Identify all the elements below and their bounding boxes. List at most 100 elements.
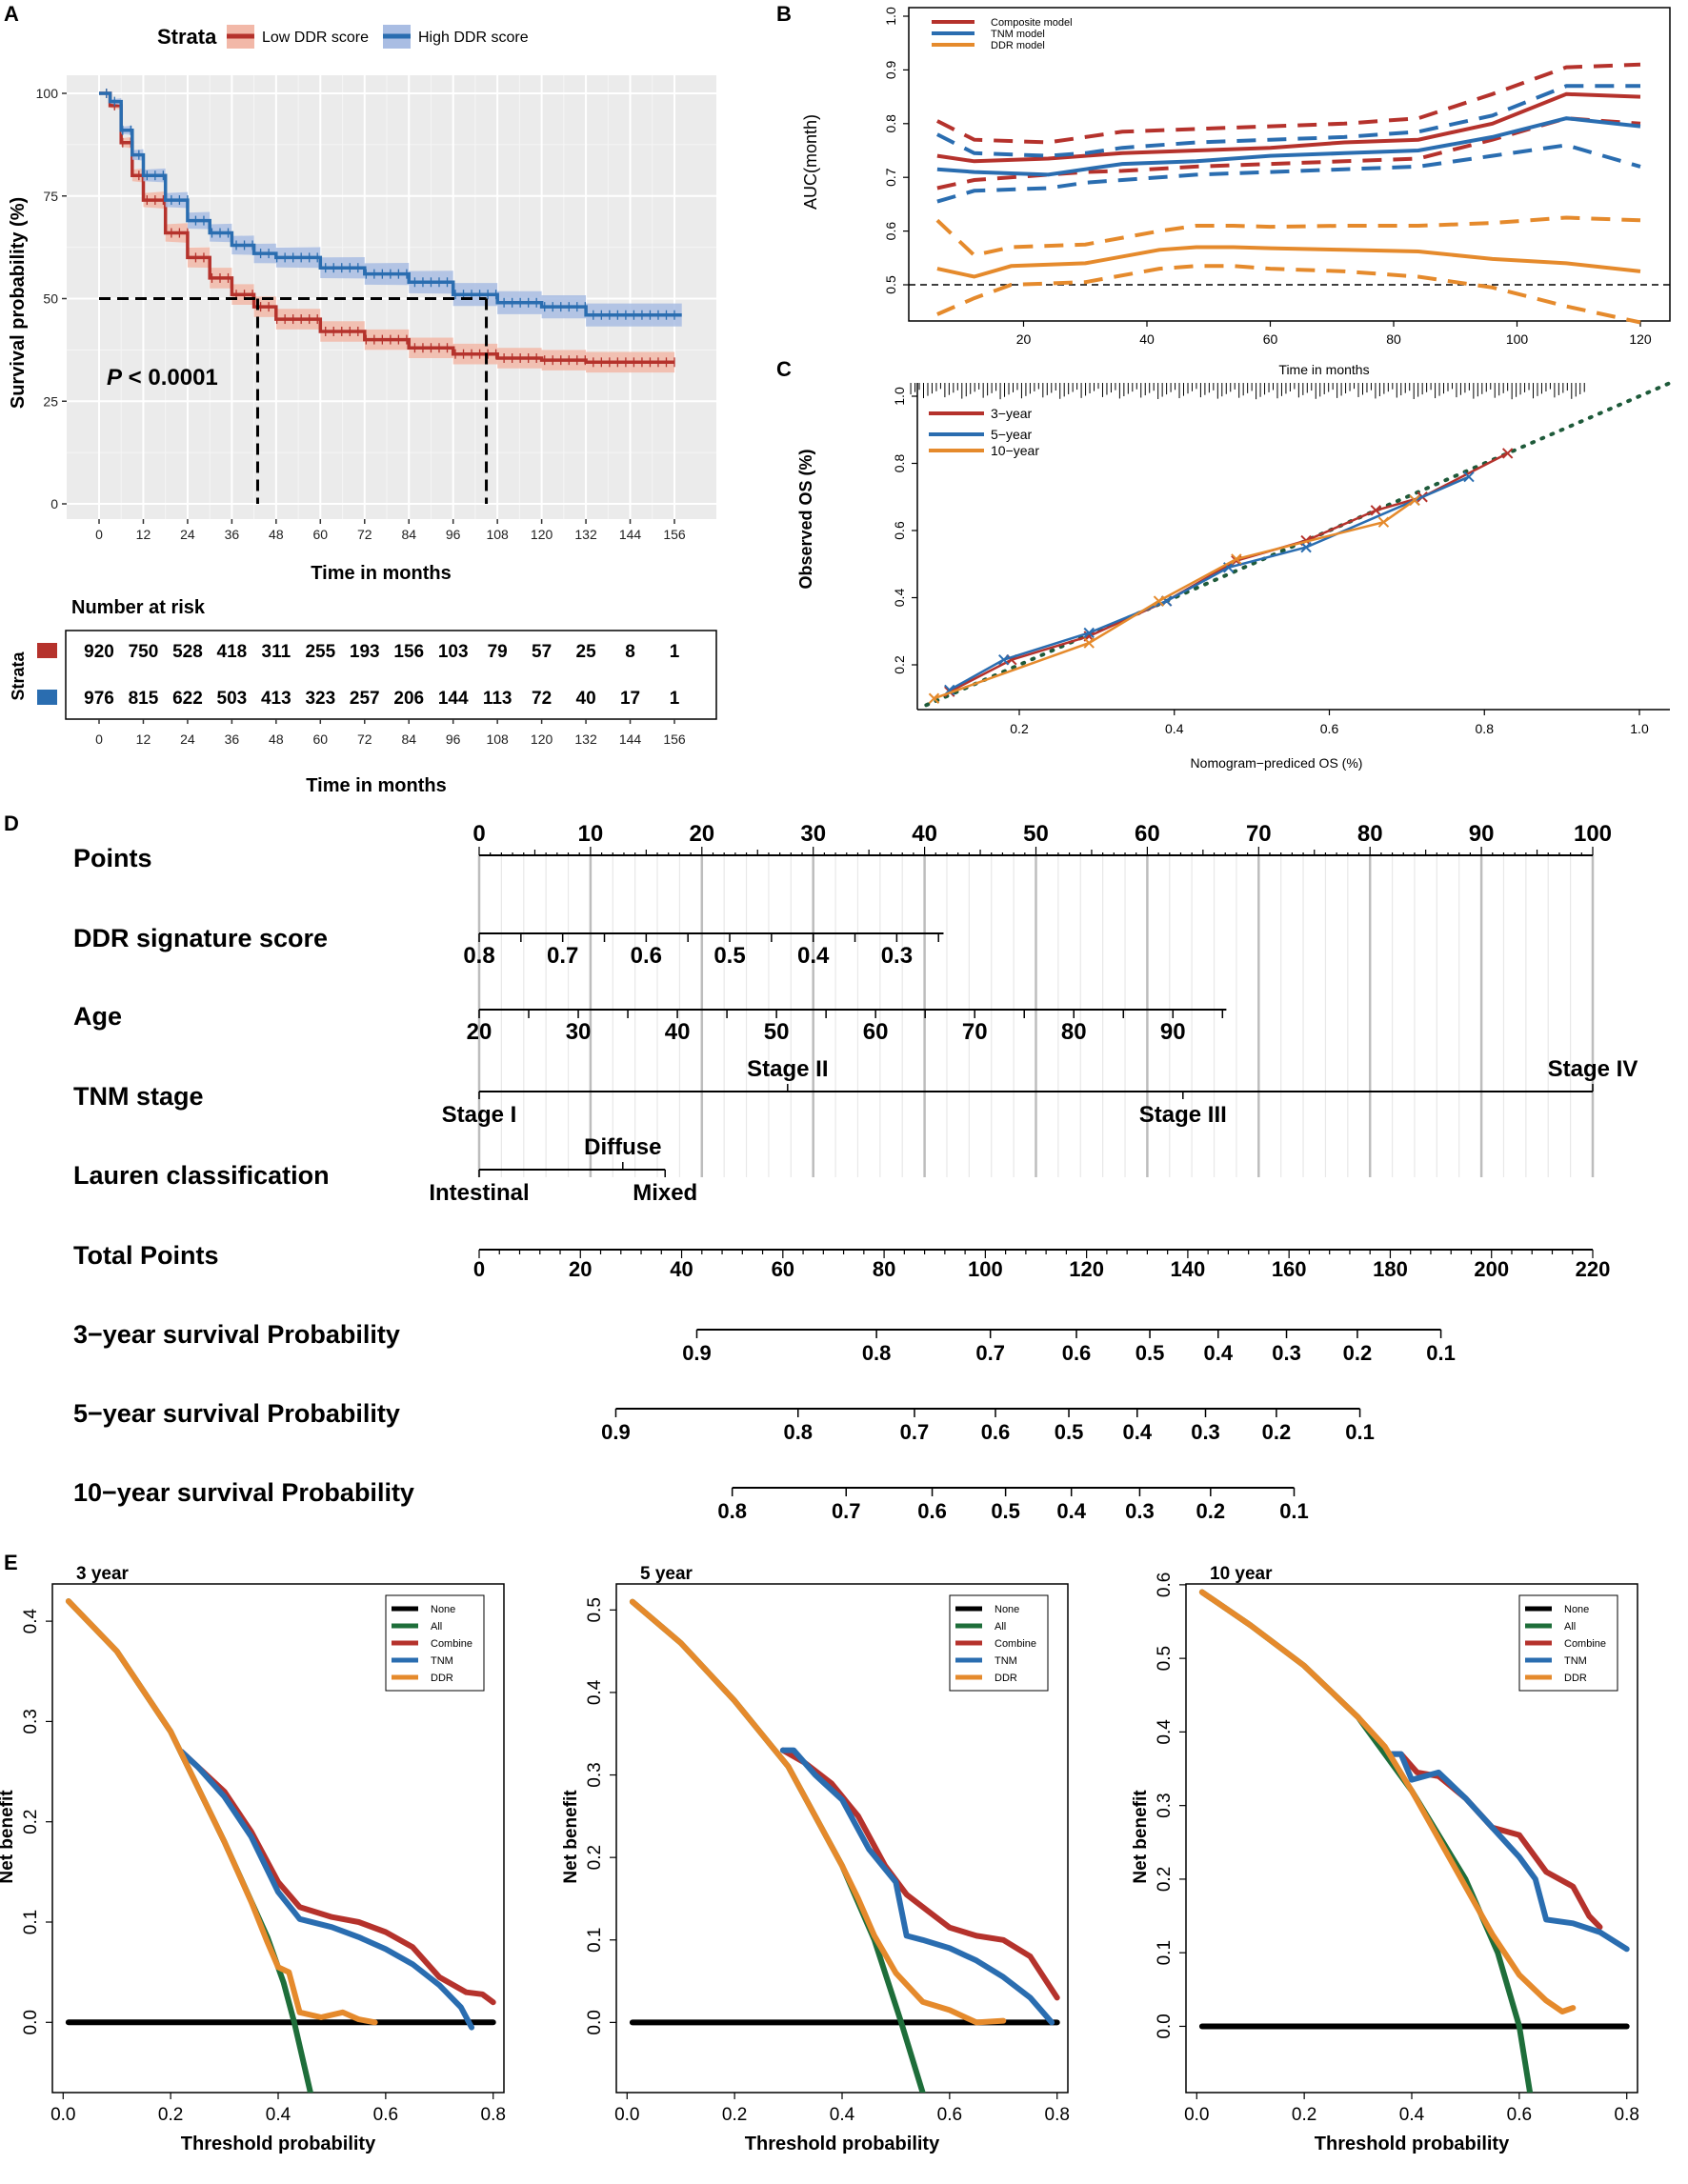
nomo-total-label: 60 (772, 1257, 794, 1281)
auc-frame (908, 7, 1671, 322)
nomo-tick-label: 0.8 (463, 943, 494, 969)
risk-count: 57 (532, 642, 552, 662)
risk-xtick-label: 84 (401, 731, 416, 747)
cal-point (1377, 516, 1390, 528)
km-xtick-label: 12 (136, 527, 151, 542)
risk-xtick-label: 108 (486, 731, 509, 747)
km-band-high (99, 93, 682, 327)
risk-count: 1 (670, 642, 680, 662)
km-xtick-label: 120 (531, 527, 553, 542)
dca-ytick-label: 0.3 (585, 1762, 605, 1787)
risk-xtick-label: 96 (446, 731, 461, 747)
km-xtick-label: 72 (357, 527, 372, 542)
km-xtick-label: 24 (180, 527, 195, 542)
dca-ytick-label: 0.4 (585, 1679, 605, 1705)
risk-count: 79 (488, 642, 508, 662)
nomo-tick-label: 40 (665, 1019, 691, 1045)
nomo-prob-label: 0.1 (1345, 1420, 1375, 1444)
nomo-row-label: 5−year survival Probability (73, 1399, 400, 1428)
km-ylabel: Survival probability (%) (8, 197, 29, 409)
nomo-prob-label: 0.5 (1055, 1420, 1084, 1444)
panel-c: C 0.2 0.4 0.6 0.8 1.0 0.2 0.4 0.6 0.8 1.0 Observe… (776, 357, 1673, 771)
dca-legend-label: All (1564, 1621, 1576, 1633)
panel-d-label: D (4, 811, 19, 835)
km-xtick-label: 96 (446, 527, 461, 542)
risk-count: 323 (305, 689, 335, 709)
auc-ytick-label: 0.7 (883, 168, 898, 187)
nomo-category-label: Stage III (1139, 1102, 1227, 1128)
risk-xtick-label: 156 (663, 731, 686, 747)
nomo-tick-label: 0.5 (713, 943, 745, 969)
cal-ytick-label: 0.8 (892, 454, 907, 473)
nomo-tick-label: 0.3 (881, 943, 913, 969)
nomo-points-label: 0 (472, 821, 485, 847)
auc-line-tnm-model (936, 116, 1641, 177)
nomo-total-label: 220 (1576, 1257, 1611, 1281)
nomo-points-label: 60 (1135, 821, 1160, 847)
risk-count: 193 (350, 642, 380, 662)
dca-title: 5 year (640, 1564, 693, 1584)
nomo-prob-label: 0.6 (981, 1420, 1011, 1444)
nomo-prob-label: 0.3 (1191, 1420, 1220, 1444)
km-ytick-label: 0 (50, 496, 58, 511)
risk-row-label: Strata (9, 651, 28, 701)
cal-point (1153, 595, 1165, 607)
auc-legend-composite: Composite model (991, 17, 1073, 29)
cal-point (1083, 637, 1095, 649)
dca-xtick-label: 0.8 (481, 2105, 506, 2125)
auc-xtick-label: 120 (1629, 331, 1652, 347)
nomo-prob-label: 0.7 (832, 1499, 861, 1523)
dca-ytick-label: 0.0 (21, 2010, 41, 2034)
risk-count: 156 (393, 642, 424, 662)
dca-ytick-label: 0.0 (1155, 2014, 1175, 2038)
legend-high-label: High DDR score (418, 30, 529, 46)
dca-ylabel: Net benefit (561, 1790, 581, 1884)
nomo-row-label: Lauren classification (73, 1161, 330, 1190)
nomo-tick-label: 30 (566, 1019, 592, 1045)
nomo-prob-label: 0.2 (1262, 1420, 1292, 1444)
dca-legend-label: None (431, 1604, 455, 1615)
cal-xtick-label: 0.2 (1010, 721, 1029, 736)
dca-10year: 10 year 0.0 0.2 0.4 0.6 0.8 0.0 0.1 0.2 0.3 0.4 0.5… (1131, 1564, 1639, 2154)
risk-count: 17 (620, 689, 640, 709)
dca-ytick-label: 0.1 (585, 1928, 605, 1953)
cal-ideal-line (924, 380, 1673, 708)
nomo-points-label: 30 (800, 821, 826, 847)
risk-table: 920 750 528 418 311 255 193 156 103 79 57 25 8 1 976 81… (37, 642, 686, 747)
risk-xtick-label: 36 (225, 731, 240, 747)
km-xtick-label: 156 (663, 527, 686, 542)
nomo-row-label: Points (73, 844, 152, 872)
risk-xtick-label: 144 (619, 731, 642, 747)
nomo-tick-label: 50 (764, 1019, 790, 1045)
risk-count: 815 (129, 689, 159, 709)
nomo-tick-label: 90 (1160, 1019, 1186, 1045)
nomo-prob-label: 0.7 (900, 1420, 930, 1444)
nomo-prob-label: 0.3 (1125, 1499, 1155, 1523)
risk-count: 113 (483, 689, 512, 709)
cal-xlabel: Nomogram−prediced OS (%) (1191, 755, 1363, 771)
nomo-category-label: Stage IV (1548, 1056, 1638, 1082)
cal-point (1083, 627, 1095, 639)
cal-line-5−year (949, 475, 1470, 691)
dca-title: 3 year (76, 1564, 130, 1584)
cal-legend: 3−year 5−year 10−year (929, 406, 1039, 458)
risk-count: 144 (438, 689, 469, 709)
panel-c-label: C (776, 357, 792, 381)
km-ytick-label: 25 (43, 393, 58, 409)
dca-xtick-label: 0.6 (937, 2105, 962, 2125)
nomo-total-label: 100 (968, 1257, 1003, 1281)
risk-count: 206 (393, 689, 424, 709)
dca-ytick-label: 0.1 (1155, 1940, 1175, 1965)
auc-xtick-label: 100 (1506, 331, 1529, 347)
dca-ytick-label: 0.2 (585, 1845, 605, 1870)
nomo-points-label: 50 (1023, 821, 1049, 847)
km-xtick-label: 132 (574, 527, 597, 542)
dca-xtick-label: 0.4 (830, 2105, 855, 2125)
dca-ytick-label: 0.6 (1155, 1573, 1175, 1597)
risk-row-color (37, 643, 57, 658)
nomo-prob-label: 0.5 (1135, 1341, 1165, 1365)
auc-upper-composite-model (935, 62, 1641, 145)
risk-count: 1 (670, 689, 680, 709)
dca-legend-label: Combine (1564, 1638, 1606, 1650)
